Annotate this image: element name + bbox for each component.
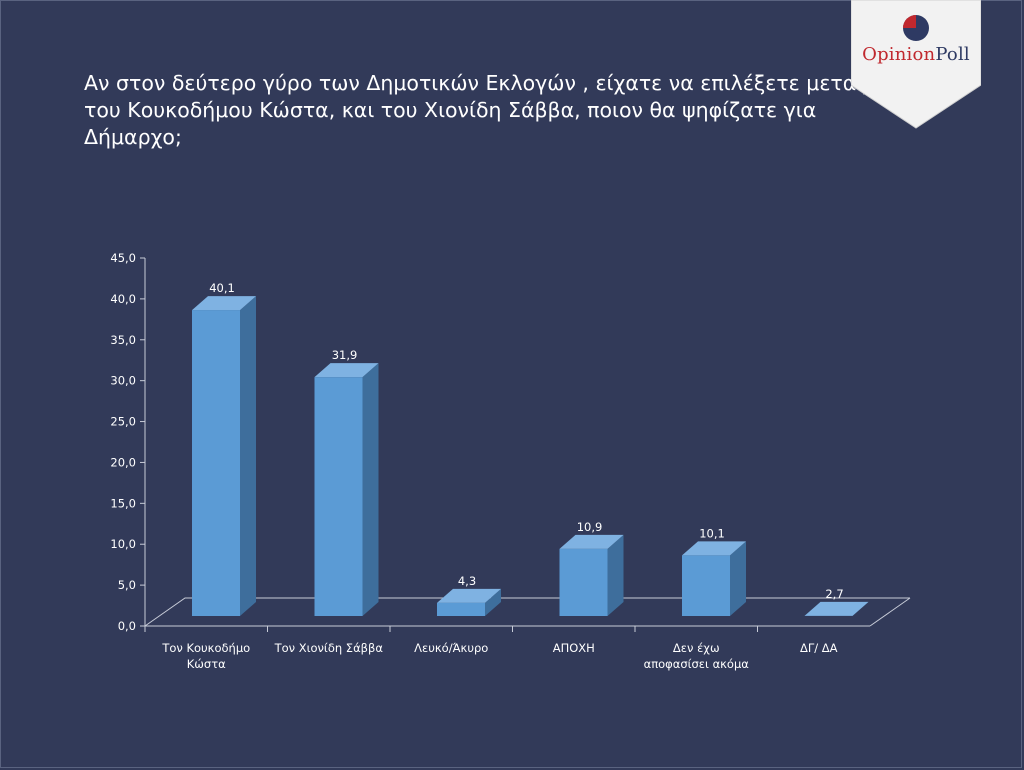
- logo-text: OpinionPoll: [851, 44, 981, 65]
- bar-data-label: 4,3: [458, 574, 476, 588]
- x-category-label: ΔΓ/ ΔΑ: [759, 640, 879, 656]
- bar-side: [362, 363, 379, 616]
- bar-top: [682, 541, 746, 556]
- chart-floor-back-edge: [144, 597, 910, 627]
- bar-front: [559, 548, 608, 616]
- y-tick-label: 45,0: [110, 251, 136, 265]
- title-line-1: Αν στον δεύτερο γύρο των Δημοτικών Εκλογ…: [84, 71, 880, 95]
- bar-front: [192, 310, 240, 616]
- bar: [682, 541, 746, 616]
- chart-floor-right-edge: [869, 597, 911, 627]
- bar-data-label: 31,9: [332, 348, 358, 362]
- logo-badge-shape: [850, 0, 982, 129]
- x-category-label: Λευκό/Άκυρο: [391, 640, 511, 656]
- bar-data-label: 10,9: [577, 520, 603, 534]
- bar-front: [682, 555, 730, 616]
- bar-top: [314, 363, 379, 378]
- bar-top: [559, 534, 624, 549]
- bar: [559, 534, 624, 616]
- bar: [192, 296, 256, 616]
- bar-side: [485, 588, 501, 616]
- bar-top: [192, 296, 256, 311]
- y-tick-label: 15,0: [110, 496, 136, 510]
- x-category-label-line: αποφασίσει ακόμα: [643, 657, 749, 671]
- x-category-label: Δεν έχω αποφασίσει ακόμα: [636, 640, 756, 672]
- bar: [437, 588, 501, 616]
- y-tick-label: 40,0: [110, 292, 136, 306]
- bar-data-label: 10,1: [699, 526, 725, 540]
- bar-front: [314, 377, 363, 616]
- bar-side: [240, 296, 256, 616]
- x-category-label: Τον Κουκοδήμο Κώστα: [146, 640, 266, 672]
- bar-side: [730, 541, 746, 616]
- logo-text-opinion: Opinion: [862, 44, 936, 65]
- x-category-label-line: ΑΠΟΧΗ: [552, 641, 595, 655]
- y-tick-label: 20,0: [110, 455, 136, 469]
- bar: [804, 601, 869, 616]
- bar-top: [804, 601, 869, 616]
- x-category-label-line: Κώστα: [186, 657, 226, 671]
- x-category-label-line: Τον Χιονίδη Σάββα: [274, 641, 383, 655]
- y-tick-label: 35,0: [110, 333, 136, 347]
- x-category-label-line: Τον Κουκοδήμο: [162, 641, 251, 655]
- bar-top: [437, 588, 501, 603]
- y-tick-label: 5,0: [118, 578, 136, 592]
- title-line-2: του Κουκοδήμου Κώστα, και του Χιονίδη Σά…: [84, 98, 817, 122]
- x-category-label: ΑΠΟΧΗ: [514, 640, 634, 656]
- title-line-3: Δήμαρχο;: [84, 125, 182, 149]
- x-category-label-line: Λευκό/Άκυρο: [414, 641, 489, 655]
- y-tick-label: 10,0: [110, 537, 136, 551]
- x-category-label: Τον Χιονίδη Σάββα: [269, 640, 389, 656]
- y-tick-label: 30,0: [110, 374, 136, 388]
- bar-side: [852, 601, 869, 616]
- x-category-label-line: ΔΓ/ ΔΑ: [799, 641, 838, 655]
- x-category-label-line: Δεν έχω: [672, 641, 720, 655]
- y-tick-label: 0,0: [118, 619, 136, 633]
- chart-title: Αν στον δεύτερο γύρο των Δημοτικών Εκλογ…: [84, 70, 880, 151]
- y-tick-label: 25,0: [110, 415, 136, 429]
- bar-side: [607, 534, 624, 616]
- bar-data-label: 40,1: [209, 281, 235, 295]
- bar: [314, 363, 379, 616]
- logo-text-poll: Poll: [935, 44, 970, 65]
- opinionpoll-logo: OpinionPoll: [850, 0, 982, 130]
- bar-data-label: 2,7: [825, 587, 843, 601]
- bar-front: [437, 602, 485, 616]
